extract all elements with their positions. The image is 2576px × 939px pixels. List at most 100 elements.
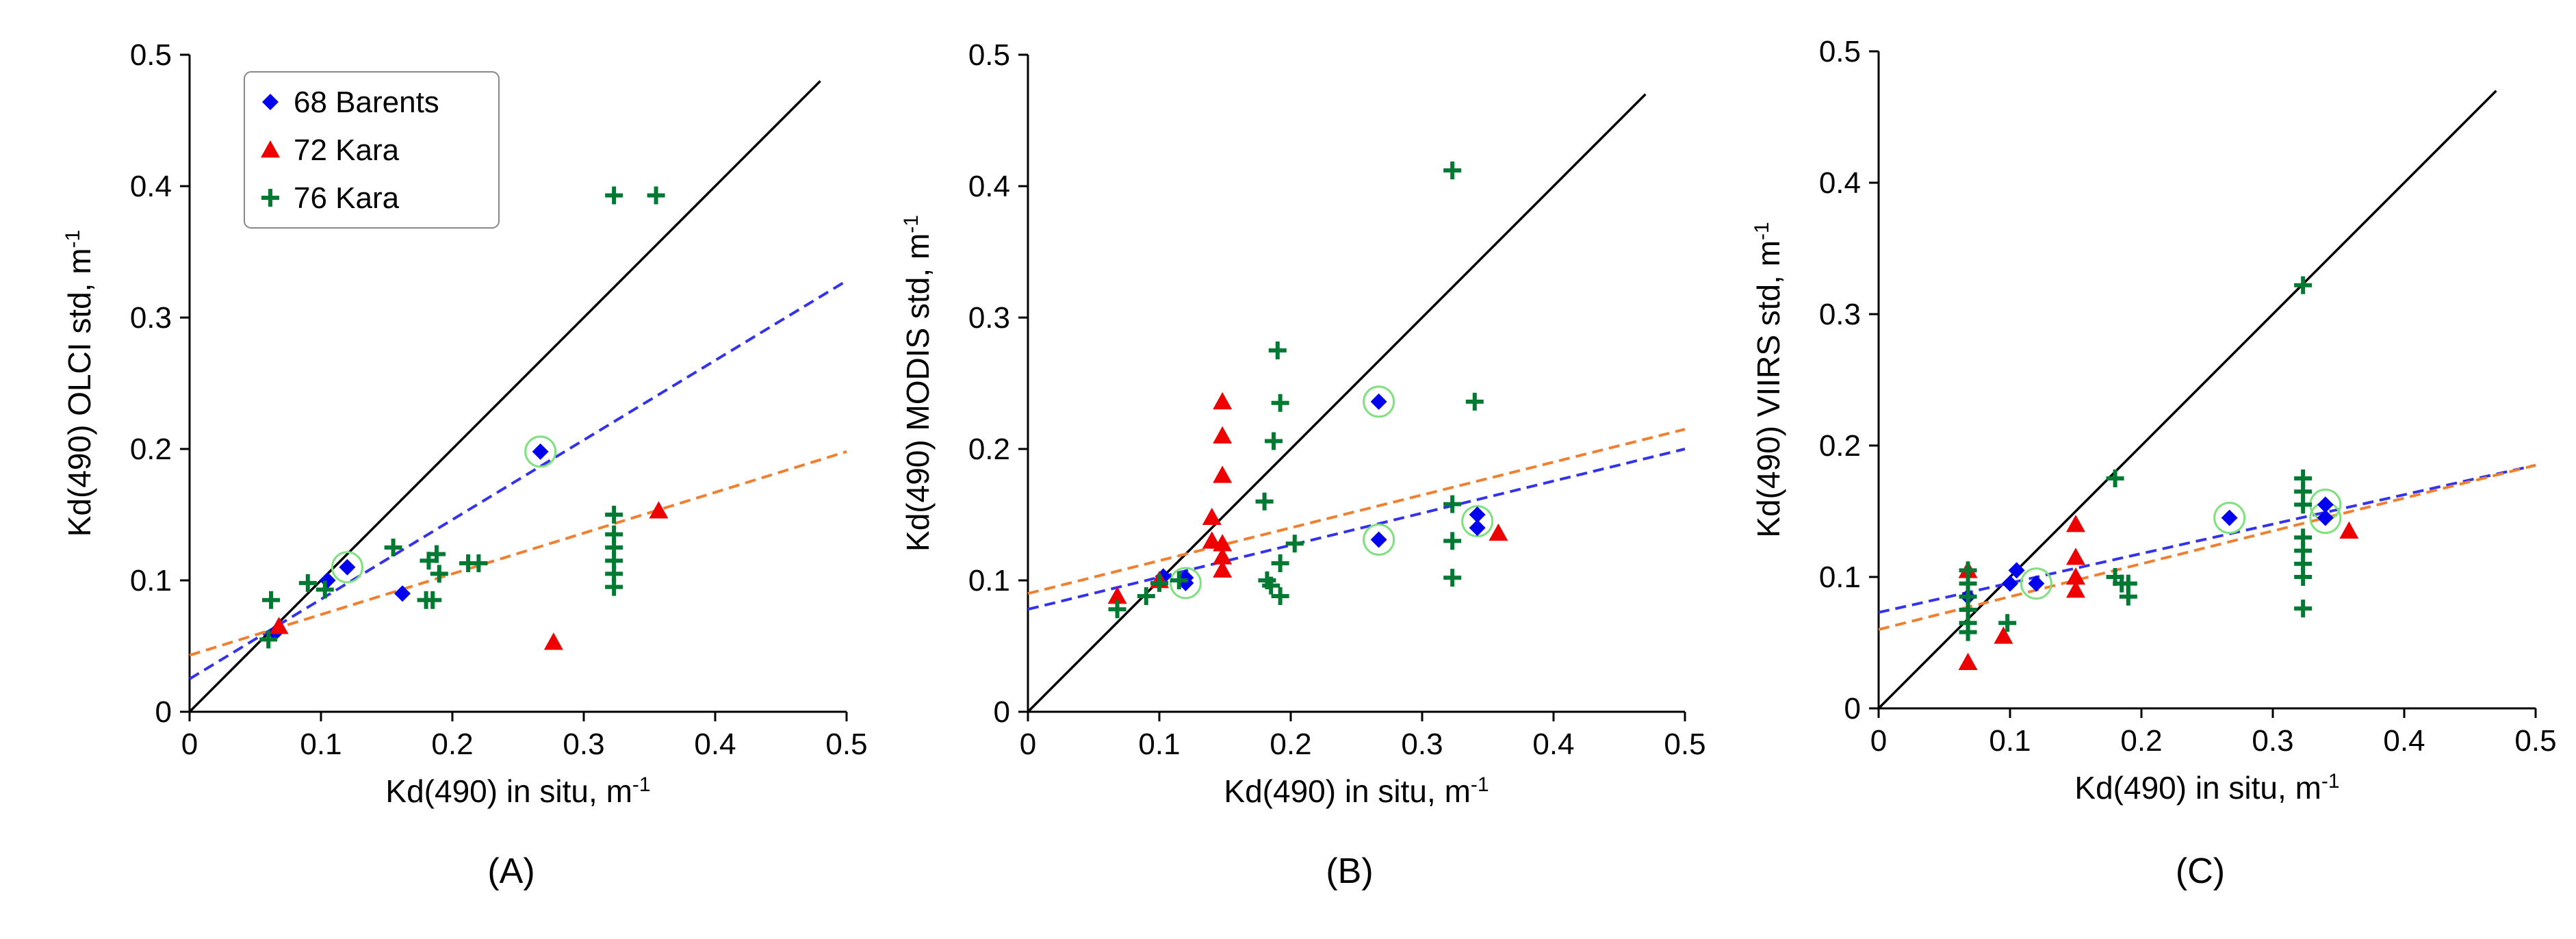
- x-tick-label: 0.4: [2383, 724, 2425, 758]
- panel-3: 0 0.1 0.2 0.3 0.4 0.5 0 0.1 0.2 0.3 0.4 0.5 Kd(490) …: [1751, 35, 2557, 891]
- kara-72-point: [1213, 391, 1233, 410]
- kara-76-point: [2294, 600, 2313, 618]
- barents-68-point: [339, 558, 356, 576]
- kara-76-point: [605, 506, 623, 524]
- kara-76-point: [298, 574, 317, 592]
- kara-72-point: [2066, 580, 2085, 598]
- x-tick-label: 0: [181, 728, 198, 761]
- barents-68-point: [2317, 509, 2334, 526]
- y-axis-title: Kd(490) OLCI std, m-1: [62, 230, 98, 537]
- x-tick-label: 0.1: [1138, 728, 1180, 761]
- kara-72-point: [1489, 523, 1508, 541]
- kara-76-point: [1265, 432, 1283, 450]
- highlight-circle: [1363, 385, 1395, 418]
- x-tick-label: 0.3: [1401, 728, 1443, 761]
- x-tick-label: 0: [1020, 728, 1036, 761]
- y-tick-label: 0.1: [1819, 561, 1861, 594]
- barents-68-point: [2028, 575, 2045, 592]
- barents-68-point: [1370, 531, 1387, 548]
- one-to-one-line: [1877, 90, 2497, 710]
- kara-72-point: [2066, 515, 2085, 532]
- kara-72-point: [1213, 534, 1233, 552]
- kara-76-point: [1998, 614, 2017, 632]
- kara-76-point: [315, 580, 334, 599]
- kara-72-point: [1107, 587, 1127, 604]
- x-axis-title: Kd(490) in situ, m-1: [385, 773, 650, 810]
- kara-72-point: [2339, 521, 2359, 539]
- kara-72-point: [1958, 652, 1978, 670]
- y-tick-label: 0.1: [968, 564, 1010, 597]
- kara-76-point: [1959, 623, 1977, 641]
- x-tick-label: 0.1: [300, 728, 342, 761]
- kara-72-point: [2066, 567, 2085, 585]
- highlight-circle: [331, 551, 363, 584]
- legend: 68 Barents 72 Kara 76 Kara: [244, 71, 500, 229]
- kara-76-point: [1443, 532, 1462, 550]
- y-tick-label: 0.3: [130, 301, 172, 335]
- y-tick-label: 0: [994, 695, 1010, 729]
- y-tick-label: 0: [1844, 692, 1861, 725]
- barents-68-point: [2317, 496, 2334, 513]
- y-tick-label: 0.2: [968, 433, 1010, 466]
- kara-72-point: [1213, 465, 1233, 483]
- kara-76-point: [259, 630, 278, 649]
- panel-caption: (B): [1326, 851, 1373, 891]
- kara-76-point: [1285, 535, 1304, 553]
- barents-68-point: [1469, 506, 1486, 523]
- barents-68-point: [1469, 519, 1486, 537]
- kara-76-point: [1262, 576, 1280, 595]
- y-tick-label: 0.4: [130, 170, 172, 203]
- kara-76-point: [2294, 276, 2313, 294]
- x-tick-label: 0.5: [2514, 724, 2556, 758]
- y-tick-label: 0.2: [1819, 429, 1861, 463]
- one-to-one-line: [1027, 93, 1647, 713]
- y-tick-label: 0.3: [1819, 298, 1861, 331]
- y-axis-title: Kd(490) MODIS std, m-1: [900, 215, 936, 552]
- kara-72-point: [1213, 426, 1233, 443]
- kara-72-point: [269, 617, 289, 634]
- kara-76-point: [427, 545, 446, 563]
- legend-triangle-marker: [261, 140, 280, 158]
- kara-76-point: [1170, 571, 1188, 589]
- legend-label: 68 Barents: [294, 86, 439, 119]
- kara-72-point: [1202, 507, 1222, 526]
- kara-76-point: [1271, 394, 1289, 412]
- x-tick-label: 0.5: [825, 728, 867, 761]
- kara-76-point: [424, 591, 442, 609]
- barents-68-point: [2002, 575, 2018, 592]
- kara-76-point: [1443, 161, 1462, 179]
- barents-fit-line: [1878, 463, 2536, 614]
- x-tick-label: 0.2: [1270, 728, 1311, 761]
- x-tick-label: 0.5: [1664, 728, 1705, 761]
- x-tick-label: 0.3: [2252, 724, 2293, 758]
- legend-box: [244, 71, 500, 229]
- kara-72-point: [649, 501, 669, 519]
- x-tick-label: 0.2: [2120, 724, 2162, 758]
- barents-fit-line: [188, 279, 848, 680]
- kara-76-point: [2106, 470, 2124, 487]
- highlight-circle: [2213, 502, 2246, 535]
- kara-76-point: [469, 554, 488, 573]
- y-tick-label: 0.5: [130, 38, 172, 72]
- x-tick-label: 0.4: [1532, 728, 1574, 761]
- kara-76-point: [2119, 574, 2137, 593]
- kara-76-point: [262, 591, 281, 609]
- kara-72-point: [543, 632, 563, 650]
- barents-68-point: [1370, 393, 1387, 410]
- barents-68-point: [532, 443, 549, 460]
- panel-caption: (A): [487, 851, 534, 891]
- y-tick-label: 0.4: [1819, 166, 1861, 200]
- kara-76-point: [605, 525, 623, 543]
- highlight-circle: [1169, 567, 1202, 600]
- highlight-circle: [524, 435, 557, 468]
- legend-label: 72 Kara: [294, 133, 400, 167]
- kara-76-point: [605, 186, 623, 205]
- x-axis-title: Kd(490) in situ, m-1: [1224, 773, 1489, 810]
- legend-plus-marker: [261, 189, 279, 207]
- kara-76-point: [1150, 574, 1168, 592]
- y-tick-label: 0.4: [968, 170, 1010, 203]
- kara-fit-line: [1878, 463, 2536, 631]
- kara-76-point: [1271, 587, 1289, 606]
- x-tick-label: 0.2: [431, 728, 473, 761]
